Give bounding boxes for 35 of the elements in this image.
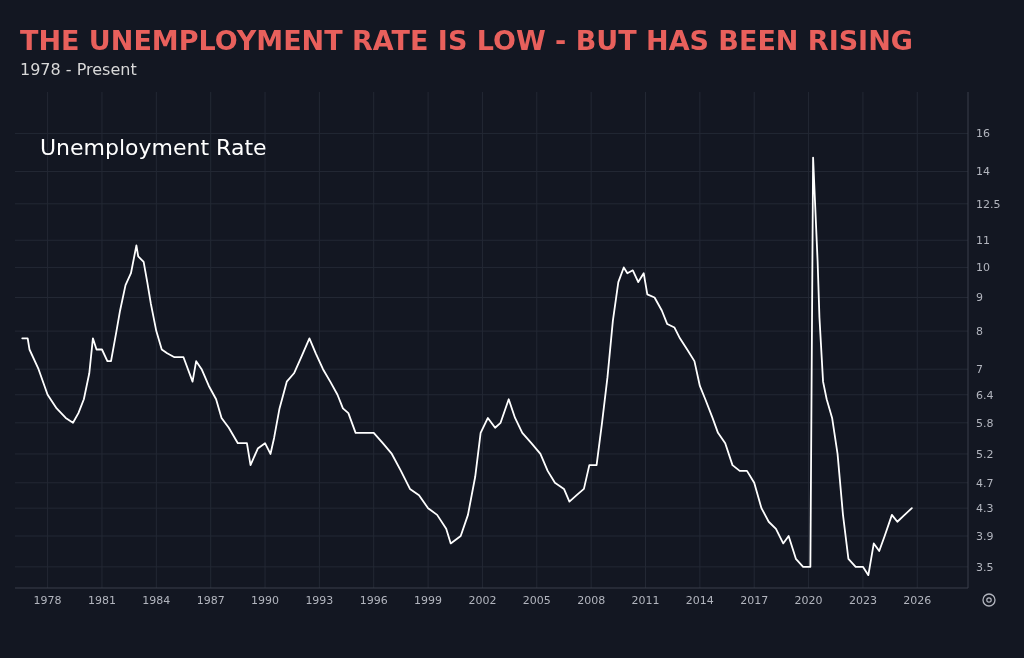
y-tick-label: 7 — [976, 363, 983, 377]
chart-subtitle: 1978 - Present — [20, 60, 137, 79]
x-tick-label: 1981 — [87, 594, 116, 607]
x-tick-label: 1987 — [196, 594, 225, 607]
y-tick-label: 3.5 — [976, 560, 994, 574]
x-tick-label: 1978 — [33, 594, 62, 607]
y-tick-label: 4.3 — [976, 502, 994, 515]
x-tick-label: 1990 — [251, 594, 280, 607]
x-tick-label: 2026 — [903, 594, 932, 607]
x-tick-label: 2023 — [848, 594, 877, 607]
y-tick-label: 8 — [976, 324, 983, 338]
x-tick-label: 2014 — [685, 594, 714, 607]
x-tick-label: 1984 — [142, 594, 171, 607]
y-tick-label: 12.5 — [976, 197, 1001, 211]
text: Unemployment Rate — [40, 135, 267, 160]
x-tick-label: 2008 — [577, 594, 606, 607]
y-tick-label: 14 — [976, 165, 990, 179]
y-tick-label: 5.8 — [976, 416, 994, 430]
y-tick-label: 10 — [976, 261, 990, 275]
x-tick-label: 1996 — [359, 594, 388, 607]
x-tick-label: 2002 — [468, 594, 497, 607]
x-tick-label: 1999 — [414, 594, 443, 607]
x-tick-label: 2020 — [794, 594, 823, 607]
y-tick-label: 6.4 — [976, 388, 994, 402]
y-tick-label: 16 — [976, 127, 990, 141]
x-tick-label: 2017 — [740, 594, 769, 607]
y-tick-label: 9 — [976, 291, 983, 305]
x-tick-label: 1993 — [305, 594, 334, 607]
y-tick-label: 5.2 — [976, 447, 994, 461]
y-tick-label: 4.7 — [976, 476, 994, 490]
y-tick-label: 11 — [976, 234, 990, 248]
x-tick-label: 2005 — [522, 594, 551, 607]
x-tick-label: 2011 — [631, 594, 660, 607]
chart-title: THE UNEMPLOYMENT RATE IS LOW - BUT HAS BEEN RISING — [20, 25, 913, 56]
y-tick-label: 3.9 — [976, 529, 994, 543]
